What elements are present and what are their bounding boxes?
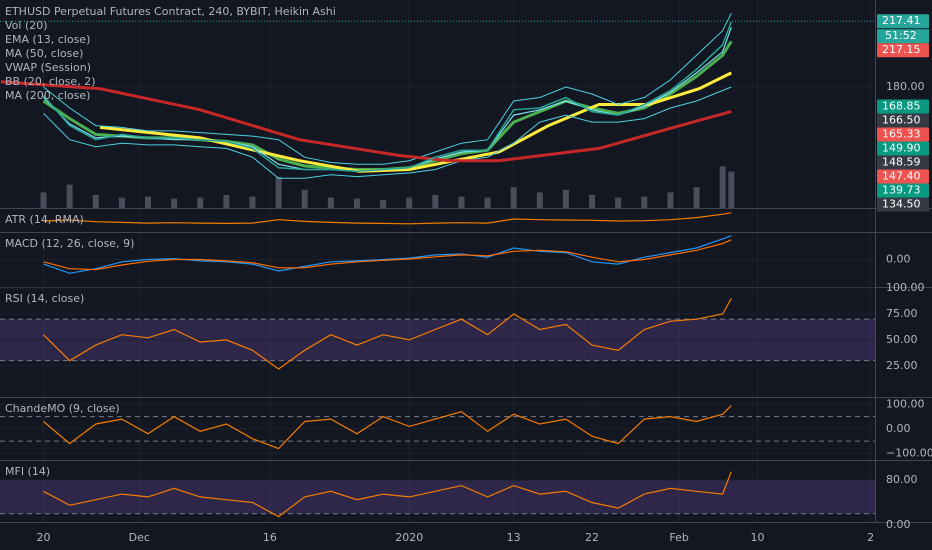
volume-bar (353, 198, 360, 208)
volume-bar (641, 196, 648, 208)
pane-title: ChandeMO (9, close) (5, 402, 120, 415)
volume-bar (380, 200, 387, 208)
volume-bar (536, 192, 543, 208)
x-tick-label: 10 (750, 531, 764, 544)
price-label-box (877, 155, 929, 170)
x-tick-label: Dec (129, 531, 150, 544)
price-label-box (877, 141, 929, 156)
y-tick-label: 0.00 (886, 253, 911, 266)
price-label-box (877, 99, 929, 114)
volume-bar (728, 171, 735, 208)
x-tick-label: 22 (585, 531, 599, 544)
countdown-box (877, 29, 929, 44)
volume-bar (510, 187, 517, 208)
legend-entry: MA (200, close) (5, 89, 90, 102)
price-label: 168.85 (882, 100, 921, 113)
pane-title: RSI (14, close) (5, 292, 84, 305)
volume-bar (92, 195, 99, 208)
x-tick-label: 2020 (395, 531, 423, 544)
y-tick-label: 75.00 (886, 307, 918, 320)
volume-bar (40, 192, 47, 208)
legend-entry: EMA (13, close) (5, 33, 90, 46)
pane-title: MFI (14) (5, 465, 50, 478)
x-tick-label: 16 (263, 531, 277, 544)
bb-lower (43, 86, 732, 179)
price-label-box (877, 183, 929, 198)
x-tick-label: 2 (867, 531, 874, 544)
price-label: 139.73 (882, 184, 921, 197)
volume-bar (458, 196, 465, 208)
pane-title: ATR (14, RMA) (5, 213, 84, 226)
volume-bar (301, 189, 308, 208)
legend-entry: BB (20, close, 2) (5, 75, 96, 88)
indicator-line (43, 212, 732, 225)
volume-bar (562, 189, 569, 208)
price-label: 134.50 (882, 198, 921, 211)
price-label-box (877, 197, 929, 212)
price-label-box (877, 127, 929, 142)
price-label-box (877, 43, 929, 58)
price-label: 166.50 (882, 114, 921, 127)
x-tick-label: Feb (669, 531, 688, 544)
y-tick-label: 50.00 (886, 333, 918, 346)
volume-bar (432, 195, 439, 208)
volume-bar (719, 166, 726, 208)
indicator-line (43, 298, 732, 370)
y-tick-label: 180.00 (886, 80, 925, 93)
x-tick-label: 13 (507, 531, 521, 544)
volume-bar (145, 196, 152, 208)
volume-bar (327, 197, 334, 208)
volume-bar (615, 197, 622, 208)
indicator-line (43, 405, 732, 450)
volume-bar (171, 198, 178, 208)
pane-title: ETHUSD Perpetual Futures Contract, 240, … (5, 5, 336, 18)
y-tick-label: 25.00 (886, 359, 918, 372)
x-tick-label: 20 (37, 531, 51, 544)
volume-bar (197, 197, 204, 208)
y-tick-label: 0.00 (886, 518, 911, 531)
volume-bar (66, 184, 73, 208)
price-label: 148.59 (882, 156, 921, 169)
band (0, 480, 875, 514)
volume-bar (249, 196, 256, 208)
y-tick-label: 0.00 (886, 422, 911, 435)
volume-bar (589, 195, 596, 208)
bb-upper (43, 12, 732, 165)
indicator-line (0, 80, 732, 163)
indicator-line (43, 471, 732, 518)
volume-bar (667, 192, 674, 208)
price-label-box (877, 169, 929, 184)
y-tick-label: 100.00 (886, 397, 925, 410)
y-tick-label: −100.00 (886, 446, 932, 459)
legend-entry: VWAP (Session) (5, 61, 91, 74)
price-label: 147.40 (882, 170, 921, 183)
legend-entry: Vol (20) (5, 19, 48, 32)
y-tick-label: 100.00 (886, 281, 925, 294)
price-label: 165.33 (882, 128, 921, 141)
price-line (42, 21, 733, 173)
price-label: 217.41 (882, 14, 921, 27)
volume-bar (406, 197, 413, 208)
volume-bar (223, 195, 230, 208)
volume-bar (484, 197, 491, 208)
indicator-line (43, 239, 732, 271)
y-tick-label: 80.00 (886, 473, 918, 486)
countdown: 51:52 (885, 29, 917, 42)
price-label: 149.90 (882, 142, 921, 155)
volume-bar (118, 197, 125, 208)
legend-entry: MA (50, close) (5, 47, 83, 60)
volume-bar (275, 176, 282, 208)
pane-title: MACD (12, 26, close, 9) (5, 237, 134, 250)
indicator-line (99, 71, 732, 173)
price-label-box (877, 14, 929, 29)
volume-bar (693, 187, 700, 208)
price-label: 217.15 (882, 43, 921, 56)
price-label-box (877, 113, 929, 128)
